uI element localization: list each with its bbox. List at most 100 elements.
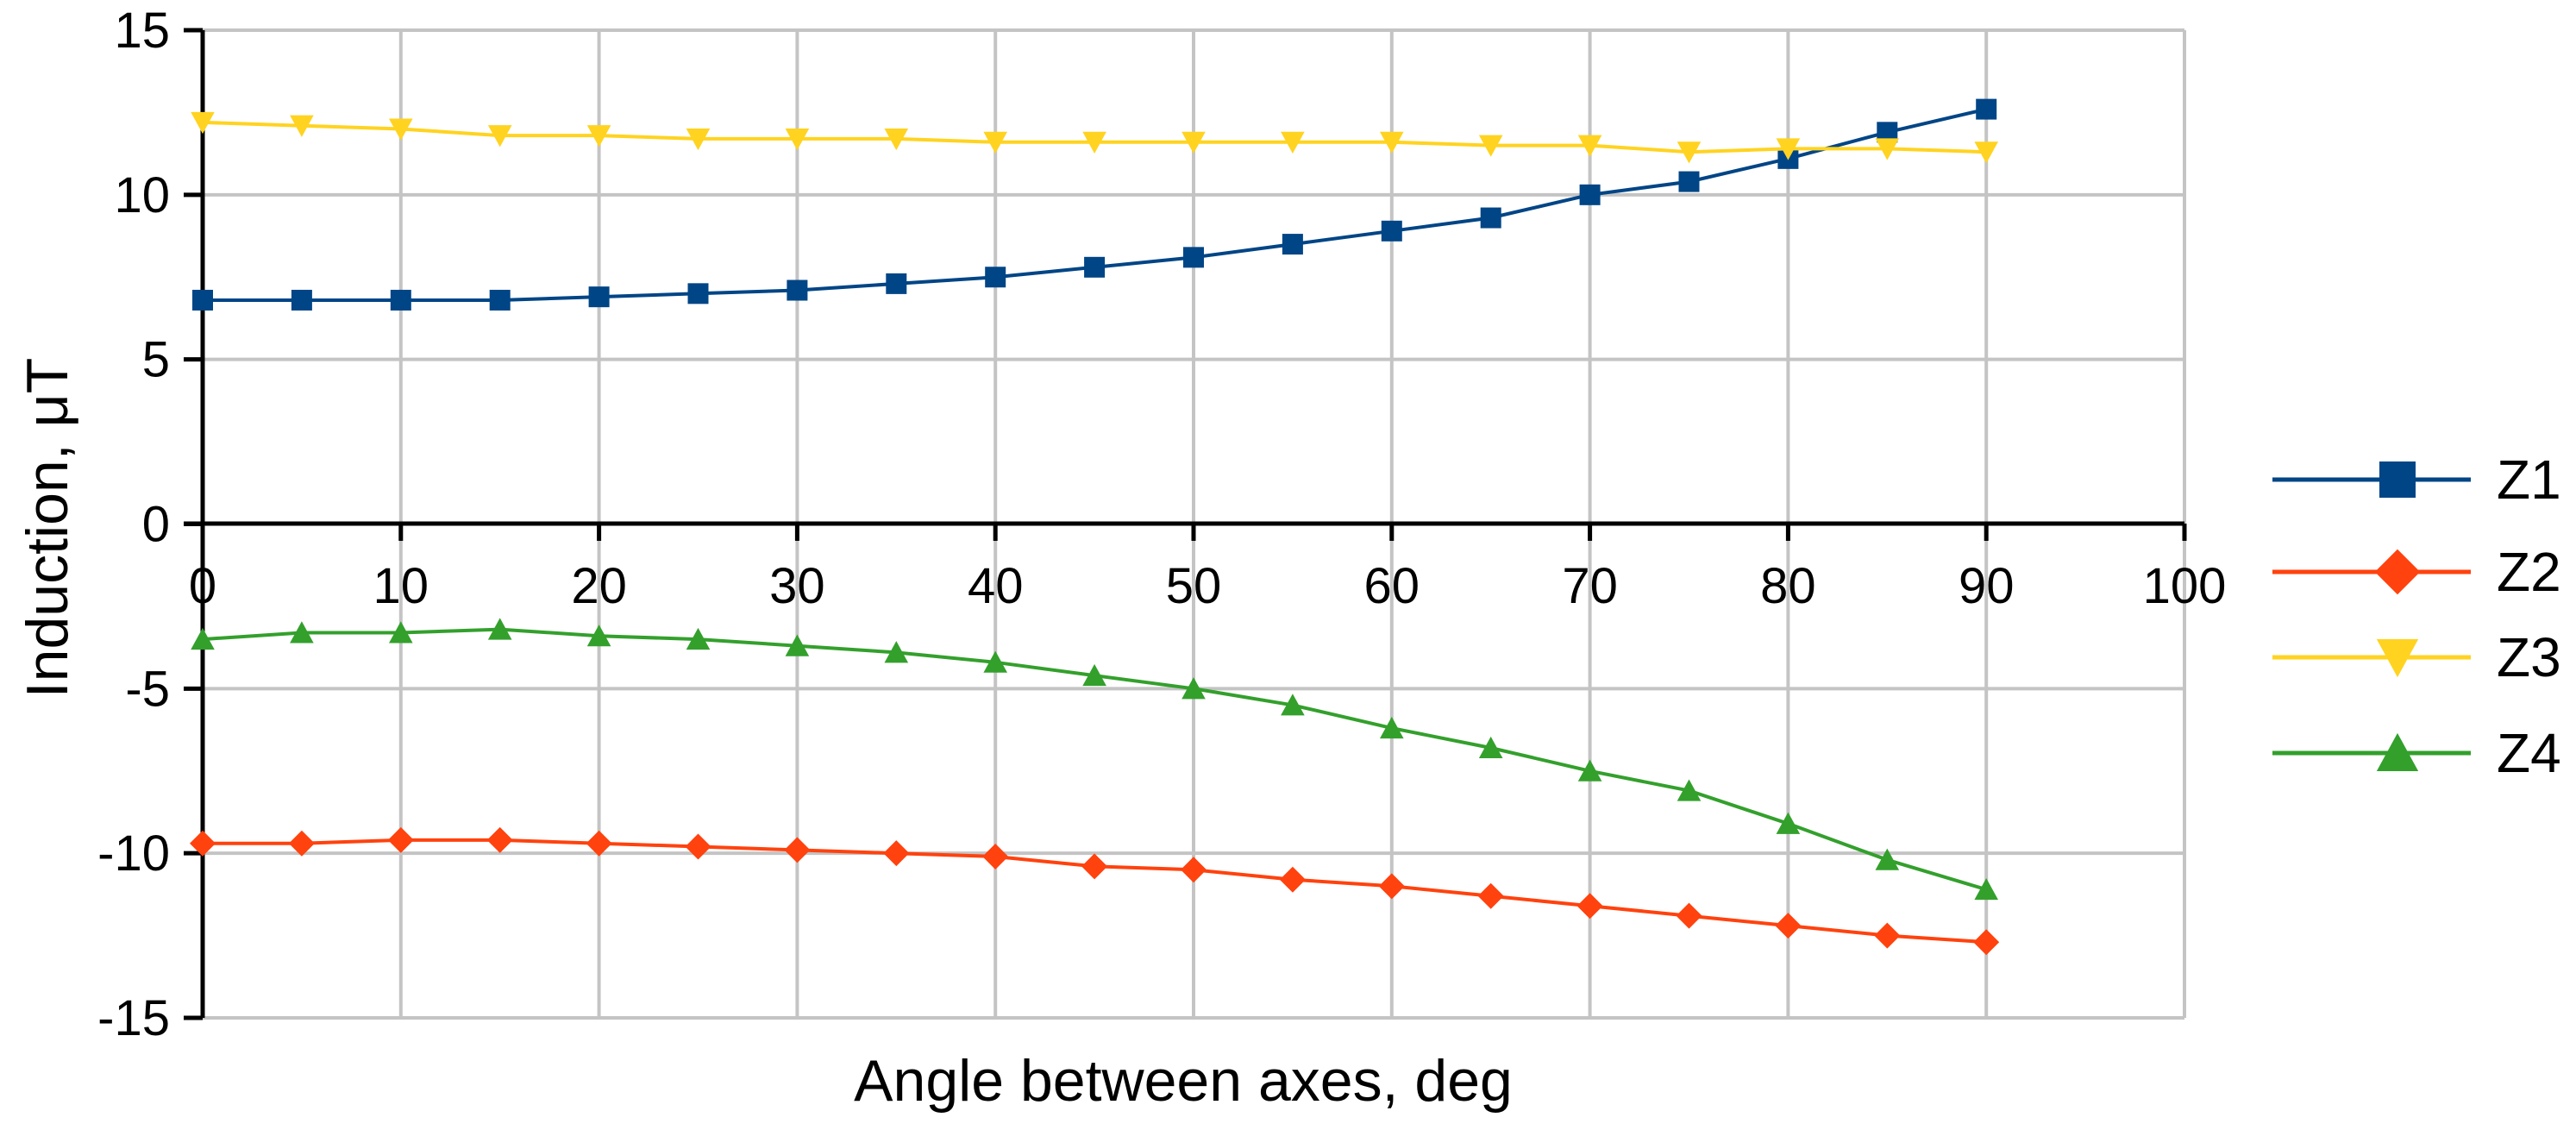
data-point-z3 bbox=[686, 128, 711, 151]
legend-item-z3: Z3 bbox=[2272, 626, 2561, 688]
x-tick-label: 30 bbox=[769, 558, 825, 614]
data-point-z3 bbox=[785, 128, 810, 151]
data-point-z3 bbox=[586, 125, 611, 148]
data-point-z3 bbox=[1380, 131, 1404, 154]
data-series bbox=[190, 98, 2000, 956]
data-point-z2 bbox=[387, 826, 414, 853]
legend-marker-z1 bbox=[2379, 461, 2416, 498]
x-tick-label: 20 bbox=[571, 558, 627, 614]
data-point-z2 bbox=[883, 840, 910, 867]
legend-item-z4: Z4 bbox=[2272, 722, 2561, 784]
data-point-z4 bbox=[686, 627, 711, 650]
data-point-z4 bbox=[290, 621, 314, 643]
data-point-z1 bbox=[687, 283, 709, 304]
data-point-z4 bbox=[1677, 779, 1702, 801]
data-point-z1 bbox=[787, 279, 808, 301]
x-tick-label: 100 bbox=[2143, 558, 2227, 614]
x-tick-labels: 0 10 20 30 40 50 60 70 80 90 100 bbox=[189, 558, 2227, 614]
legend-marker-z4 bbox=[2376, 732, 2419, 771]
data-point-z3 bbox=[1281, 131, 1305, 154]
x-axis-title: Angle between axes, deg bbox=[854, 1048, 1513, 1114]
data-point-z3 bbox=[1082, 131, 1106, 154]
data-point-z1 bbox=[1678, 171, 1700, 192]
data-point-z3 bbox=[1974, 141, 1998, 164]
data-point-z2 bbox=[486, 826, 513, 853]
data-point-z3 bbox=[290, 115, 314, 137]
data-point-z2 bbox=[1576, 893, 1603, 920]
data-point-z3 bbox=[487, 125, 512, 148]
data-point-z2 bbox=[982, 843, 1009, 869]
x-tick-label: 70 bbox=[1562, 558, 1618, 614]
y-tick-label: -15 bbox=[97, 990, 170, 1046]
data-point-z1 bbox=[1183, 247, 1204, 268]
x-tick-label: 80 bbox=[1760, 558, 1816, 614]
data-point-z2 bbox=[1676, 902, 1702, 929]
data-point-z4 bbox=[785, 634, 810, 656]
data-point-z3 bbox=[1677, 141, 1702, 164]
data-point-z2 bbox=[586, 830, 612, 857]
data-point-z1 bbox=[390, 289, 411, 311]
y-axis-title: Induction, μT bbox=[15, 358, 80, 699]
x-tick-label: 60 bbox=[1364, 558, 1420, 614]
data-point-z4 bbox=[389, 621, 413, 643]
data-point-z1 bbox=[1976, 98, 1997, 120]
data-point-z1 bbox=[1282, 234, 1303, 255]
data-point-z1 bbox=[985, 267, 1006, 288]
data-point-z3 bbox=[1577, 135, 1602, 157]
y-tick-label: -10 bbox=[97, 826, 170, 882]
data-point-z3 bbox=[1181, 131, 1206, 154]
data-point-z2 bbox=[288, 830, 315, 857]
data-point-z1 bbox=[192, 289, 213, 311]
y-tick-label: 15 bbox=[114, 3, 170, 59]
x-tick-label: 50 bbox=[1166, 558, 1222, 614]
data-point-z1 bbox=[489, 289, 511, 311]
data-point-z4 bbox=[1577, 759, 1602, 782]
data-point-z4 bbox=[1974, 877, 1998, 901]
data-point-z3 bbox=[1776, 138, 1801, 160]
data-point-z4 bbox=[586, 625, 611, 647]
data-point-z1 bbox=[291, 289, 312, 311]
y-tick-label: -5 bbox=[125, 661, 170, 717]
legend-item-z1: Z1 bbox=[2272, 449, 2561, 511]
x-tick-label: 10 bbox=[373, 558, 429, 614]
data-point-z4 bbox=[1776, 812, 1801, 834]
x-tick-label: 0 bbox=[189, 558, 216, 614]
y-tick-label: 10 bbox=[114, 167, 170, 223]
data-point-z4 bbox=[1082, 663, 1106, 687]
data-point-z4 bbox=[884, 641, 909, 663]
x-tick-label: 90 bbox=[1959, 558, 2015, 614]
data-point-z2 bbox=[1477, 882, 1504, 909]
data-point-z2 bbox=[1279, 866, 1306, 893]
data-point-z4 bbox=[983, 650, 1007, 673]
data-point-z2 bbox=[1874, 922, 1901, 949]
data-point-z3 bbox=[884, 128, 909, 151]
data-point-z1 bbox=[588, 286, 610, 308]
data-point-z4 bbox=[1478, 736, 1503, 759]
data-point-z2 bbox=[1378, 873, 1405, 900]
legend-marker-z2 bbox=[2374, 549, 2421, 595]
legend-label-z1: Z1 bbox=[2497, 449, 2561, 511]
data-point-z2 bbox=[784, 837, 811, 863]
legend-label-z3: Z3 bbox=[2497, 626, 2561, 688]
y-tick-labels: 15 10 5 0 -5 -10 -15 bbox=[97, 3, 170, 1046]
data-point-z2 bbox=[1973, 929, 2000, 956]
x-tick-label: 40 bbox=[968, 558, 1024, 614]
data-point-z3 bbox=[389, 118, 413, 141]
y-tick-label: 5 bbox=[142, 332, 170, 388]
data-point-z2 bbox=[1081, 853, 1108, 880]
data-point-z3 bbox=[983, 131, 1007, 154]
data-point-z3 bbox=[1875, 138, 1900, 160]
legend-label-z2: Z2 bbox=[2497, 541, 2561, 603]
data-point-z1 bbox=[1480, 207, 1501, 229]
grid-lines bbox=[201, 28, 2186, 1020]
data-point-z2 bbox=[685, 833, 711, 860]
series-z3 bbox=[191, 111, 1998, 164]
data-point-z3 bbox=[1478, 135, 1503, 157]
series-z4 bbox=[191, 618, 1998, 901]
data-point-z4 bbox=[1380, 716, 1404, 739]
y-tick-label: 0 bbox=[142, 497, 170, 553]
data-point-z4 bbox=[1281, 694, 1305, 716]
series-z1 bbox=[192, 98, 1997, 311]
